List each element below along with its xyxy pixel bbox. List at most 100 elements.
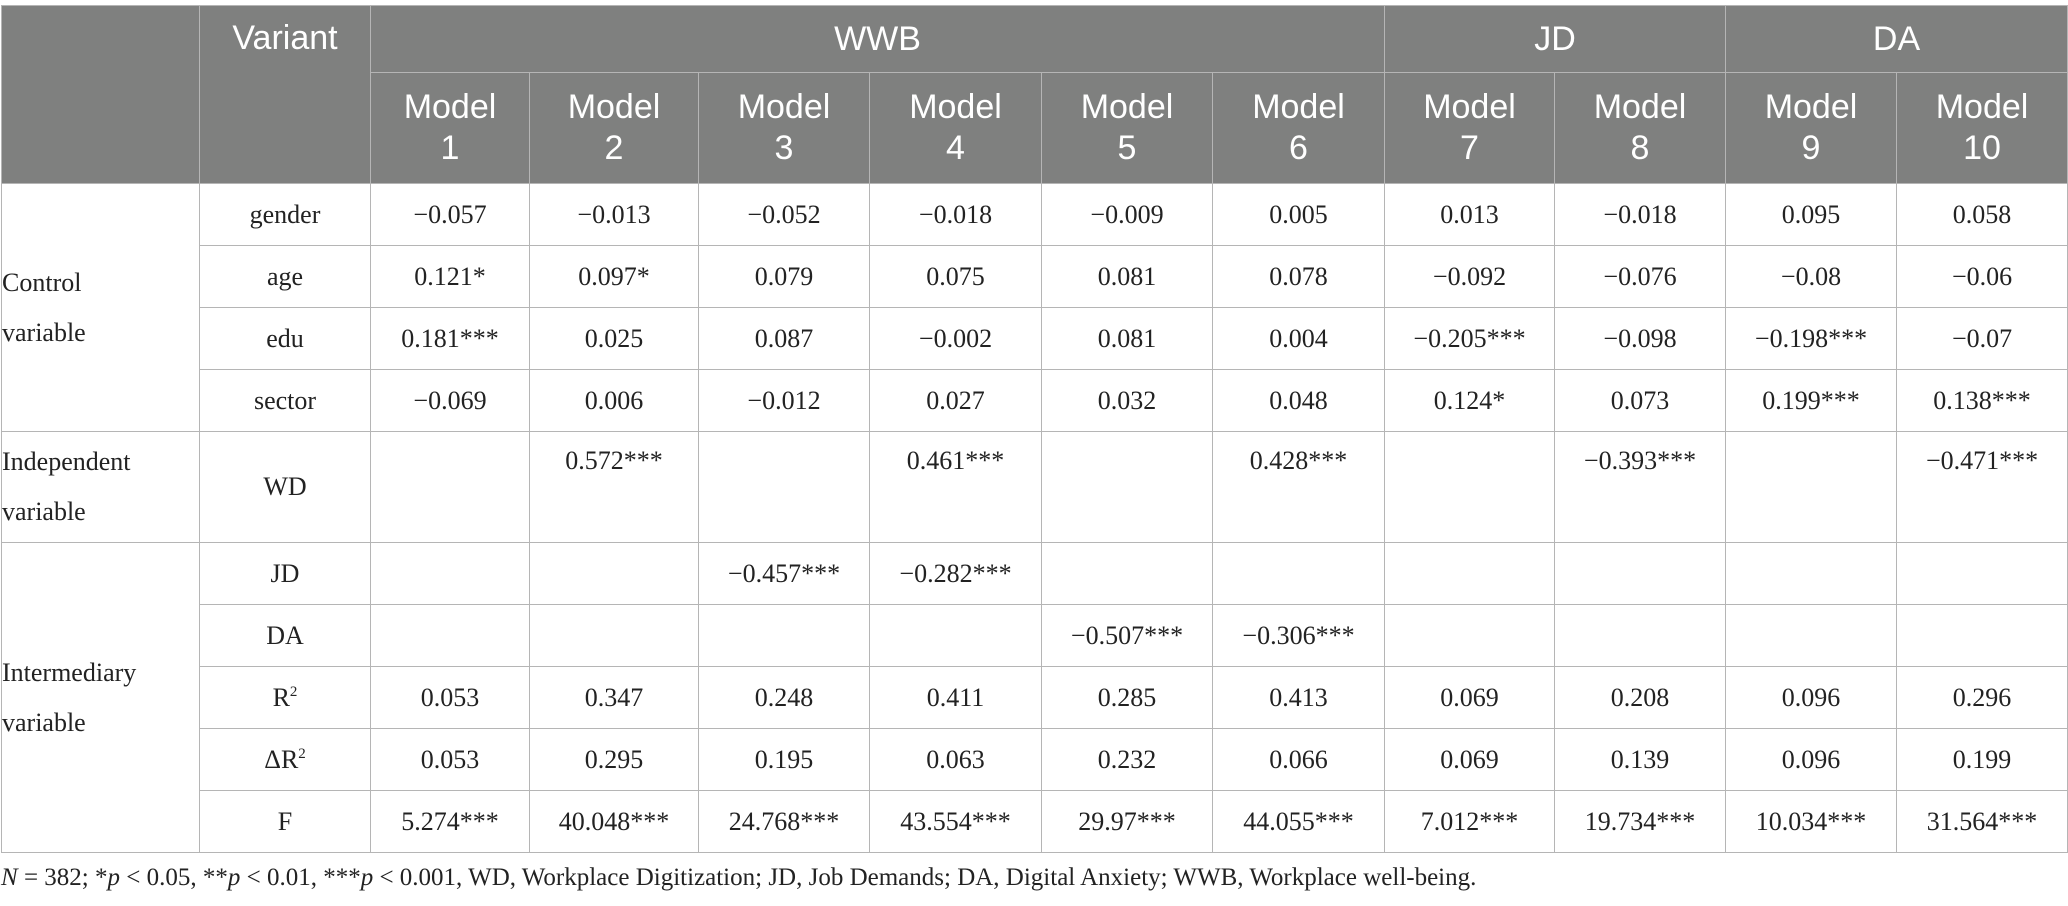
- table-cell: 0.005: [1211, 183, 1386, 246]
- table-cell: 0.013: [1384, 183, 1556, 246]
- model-word: Model: [403, 88, 497, 126]
- table-cell: 31.564***: [1896, 790, 2068, 853]
- category-line: variable: [2, 707, 86, 737]
- table-cell: 0.079: [698, 245, 870, 308]
- table-row: ΔR2 0.053 0.295 0.195 0.063 0.232 0.066 …: [2, 728, 2068, 791]
- model-number: 6: [1289, 129, 1308, 167]
- model-word: Model: [567, 88, 661, 126]
- table-cell: 0.081: [1041, 245, 1213, 308]
- header-model-2: Model 2: [529, 72, 699, 184]
- header-row-groups: Variant WWB JD DA: [1, 5, 2068, 184]
- model-word: Model: [737, 88, 831, 126]
- table-cell: [529, 604, 699, 667]
- row-label: sector: [199, 369, 371, 432]
- footnote-italic: N: [1, 864, 18, 891]
- table-cell: 0.073: [1554, 369, 1727, 432]
- table-cell: [1554, 604, 1727, 667]
- table-cell: 0.411: [869, 666, 1042, 729]
- row-label-r2: R2: [199, 666, 371, 729]
- model-word: Model: [1080, 88, 1174, 126]
- row-label: gender: [199, 183, 371, 246]
- model-number: 10: [1963, 129, 2001, 167]
- table-cell: [1041, 542, 1213, 605]
- category-line: variable: [2, 317, 86, 347]
- model-number: 5: [1117, 129, 1137, 167]
- table-cell: 0.053: [370, 666, 530, 729]
- category-line: variable: [2, 497, 86, 526]
- table-wrapper: Variant WWB JD DA Model 1 Model 2 Model 3 M…: [1, 5, 2068, 853]
- header-model-10: Model 10: [1896, 72, 2068, 184]
- model-word: Model: [1593, 88, 1687, 126]
- table-cell: [370, 604, 530, 667]
- footnote-italic: p: [360, 864, 374, 891]
- model-number: 2: [604, 129, 624, 167]
- table-row: DA −0.507*** −0.306***: [2, 604, 2068, 667]
- table-row: age 0.121* 0.097* 0.079 0.075 0.081 0.07…: [2, 245, 2068, 308]
- row-label: DA: [199, 604, 371, 667]
- table-cell: −0.471***: [1896, 431, 2068, 543]
- row-label-superscript: 2: [298, 745, 306, 762]
- row-label: WD: [199, 431, 371, 543]
- table-cell: 5.274***: [370, 790, 530, 853]
- regression-table: Variant WWB JD DA Model 1 Model 2 Model 3 M…: [1, 5, 2068, 853]
- table-cell: 0.069: [1384, 666, 1556, 729]
- table-row: edu 0.181*** 0.025 0.087 −0.002 0.081 0.…: [2, 307, 2068, 370]
- row-label: edu: [199, 307, 371, 370]
- category-independent: Independent variable: [1, 431, 200, 543]
- table-cell: 0.285: [1041, 666, 1213, 729]
- row-label-text: ΔR: [264, 744, 299, 774]
- table-cell: 0.121*: [370, 245, 530, 308]
- table-cell: 24.768***: [698, 790, 870, 853]
- table-cell: [698, 431, 870, 543]
- table-cell: −0.002: [869, 307, 1042, 370]
- table-cell: −0.507***: [1041, 604, 1213, 667]
- table-header: Variant WWB JD DA Model 1 Model 2 Model 3 M…: [1, 5, 2068, 184]
- table-cell: [529, 542, 699, 605]
- footnote-text: = 382; *: [17, 864, 108, 891]
- table-cell: [1384, 431, 1556, 543]
- table-row: R2 0.053 0.347 0.248 0.411 0.285 0.413 0…: [2, 666, 2068, 729]
- table-cell: [1725, 604, 1898, 667]
- table-cell: 0.138***: [1896, 369, 2068, 432]
- footnote-text: < 0.01, ***: [240, 864, 361, 891]
- table-cell: −0.057: [370, 183, 530, 246]
- table-cell: [1041, 431, 1213, 543]
- table-cell: 0.081: [1041, 307, 1213, 370]
- table-row: Control variable gender −0.057 −0.013 −0.…: [1, 183, 2068, 432]
- table-cell: [869, 604, 1042, 667]
- header-model-3: Model 3: [698, 72, 870, 184]
- model-number: 8: [1630, 129, 1650, 167]
- table-cell: −0.205***: [1384, 307, 1556, 370]
- header-group-da: DA: [1725, 5, 2068, 73]
- table-cell: [1554, 542, 1727, 605]
- header-model-9: Model 9: [1725, 72, 1898, 184]
- row-label: F: [199, 790, 371, 853]
- table-cell: 0.096: [1725, 728, 1898, 791]
- table-cell: −0.012: [698, 369, 870, 432]
- table-cell: 0.075: [869, 245, 1042, 308]
- category-line: Intermediary: [2, 657, 137, 687]
- header-model-6: Model 6: [1211, 72, 1386, 184]
- table-cell: 0.181***: [370, 307, 530, 370]
- model-number: 9: [1801, 129, 1821, 167]
- table-cell: −0.009: [1041, 183, 1213, 246]
- table-row: Intermediary variable JD −0.457*** −0.282…: [1, 542, 2068, 853]
- model-word: Model: [1935, 88, 2029, 126]
- table-cell: 0.413: [1211, 666, 1386, 729]
- table-cell: 0.053: [370, 728, 530, 791]
- table-cell: [1725, 542, 1898, 605]
- table-cell: [370, 431, 530, 543]
- table-cell: 43.554***: [869, 790, 1042, 853]
- table-cell: −0.052: [698, 183, 870, 246]
- table-cell: −0.076: [1554, 245, 1727, 308]
- table-cell: 0.006: [529, 369, 699, 432]
- table-cell: [1896, 604, 2068, 667]
- table-cell: 0.248: [698, 666, 870, 729]
- table-cell: 0.087: [698, 307, 870, 370]
- table-cell: [1896, 542, 2068, 605]
- header-model-4: Model 4: [869, 72, 1042, 184]
- table-cell: 0.004: [1211, 307, 1386, 370]
- table-cell: −0.098: [1554, 307, 1727, 370]
- table-body: Control variable gender −0.057 −0.013 −0.…: [1, 183, 2068, 853]
- category-intermediary: Intermediary variable: [1, 542, 200, 853]
